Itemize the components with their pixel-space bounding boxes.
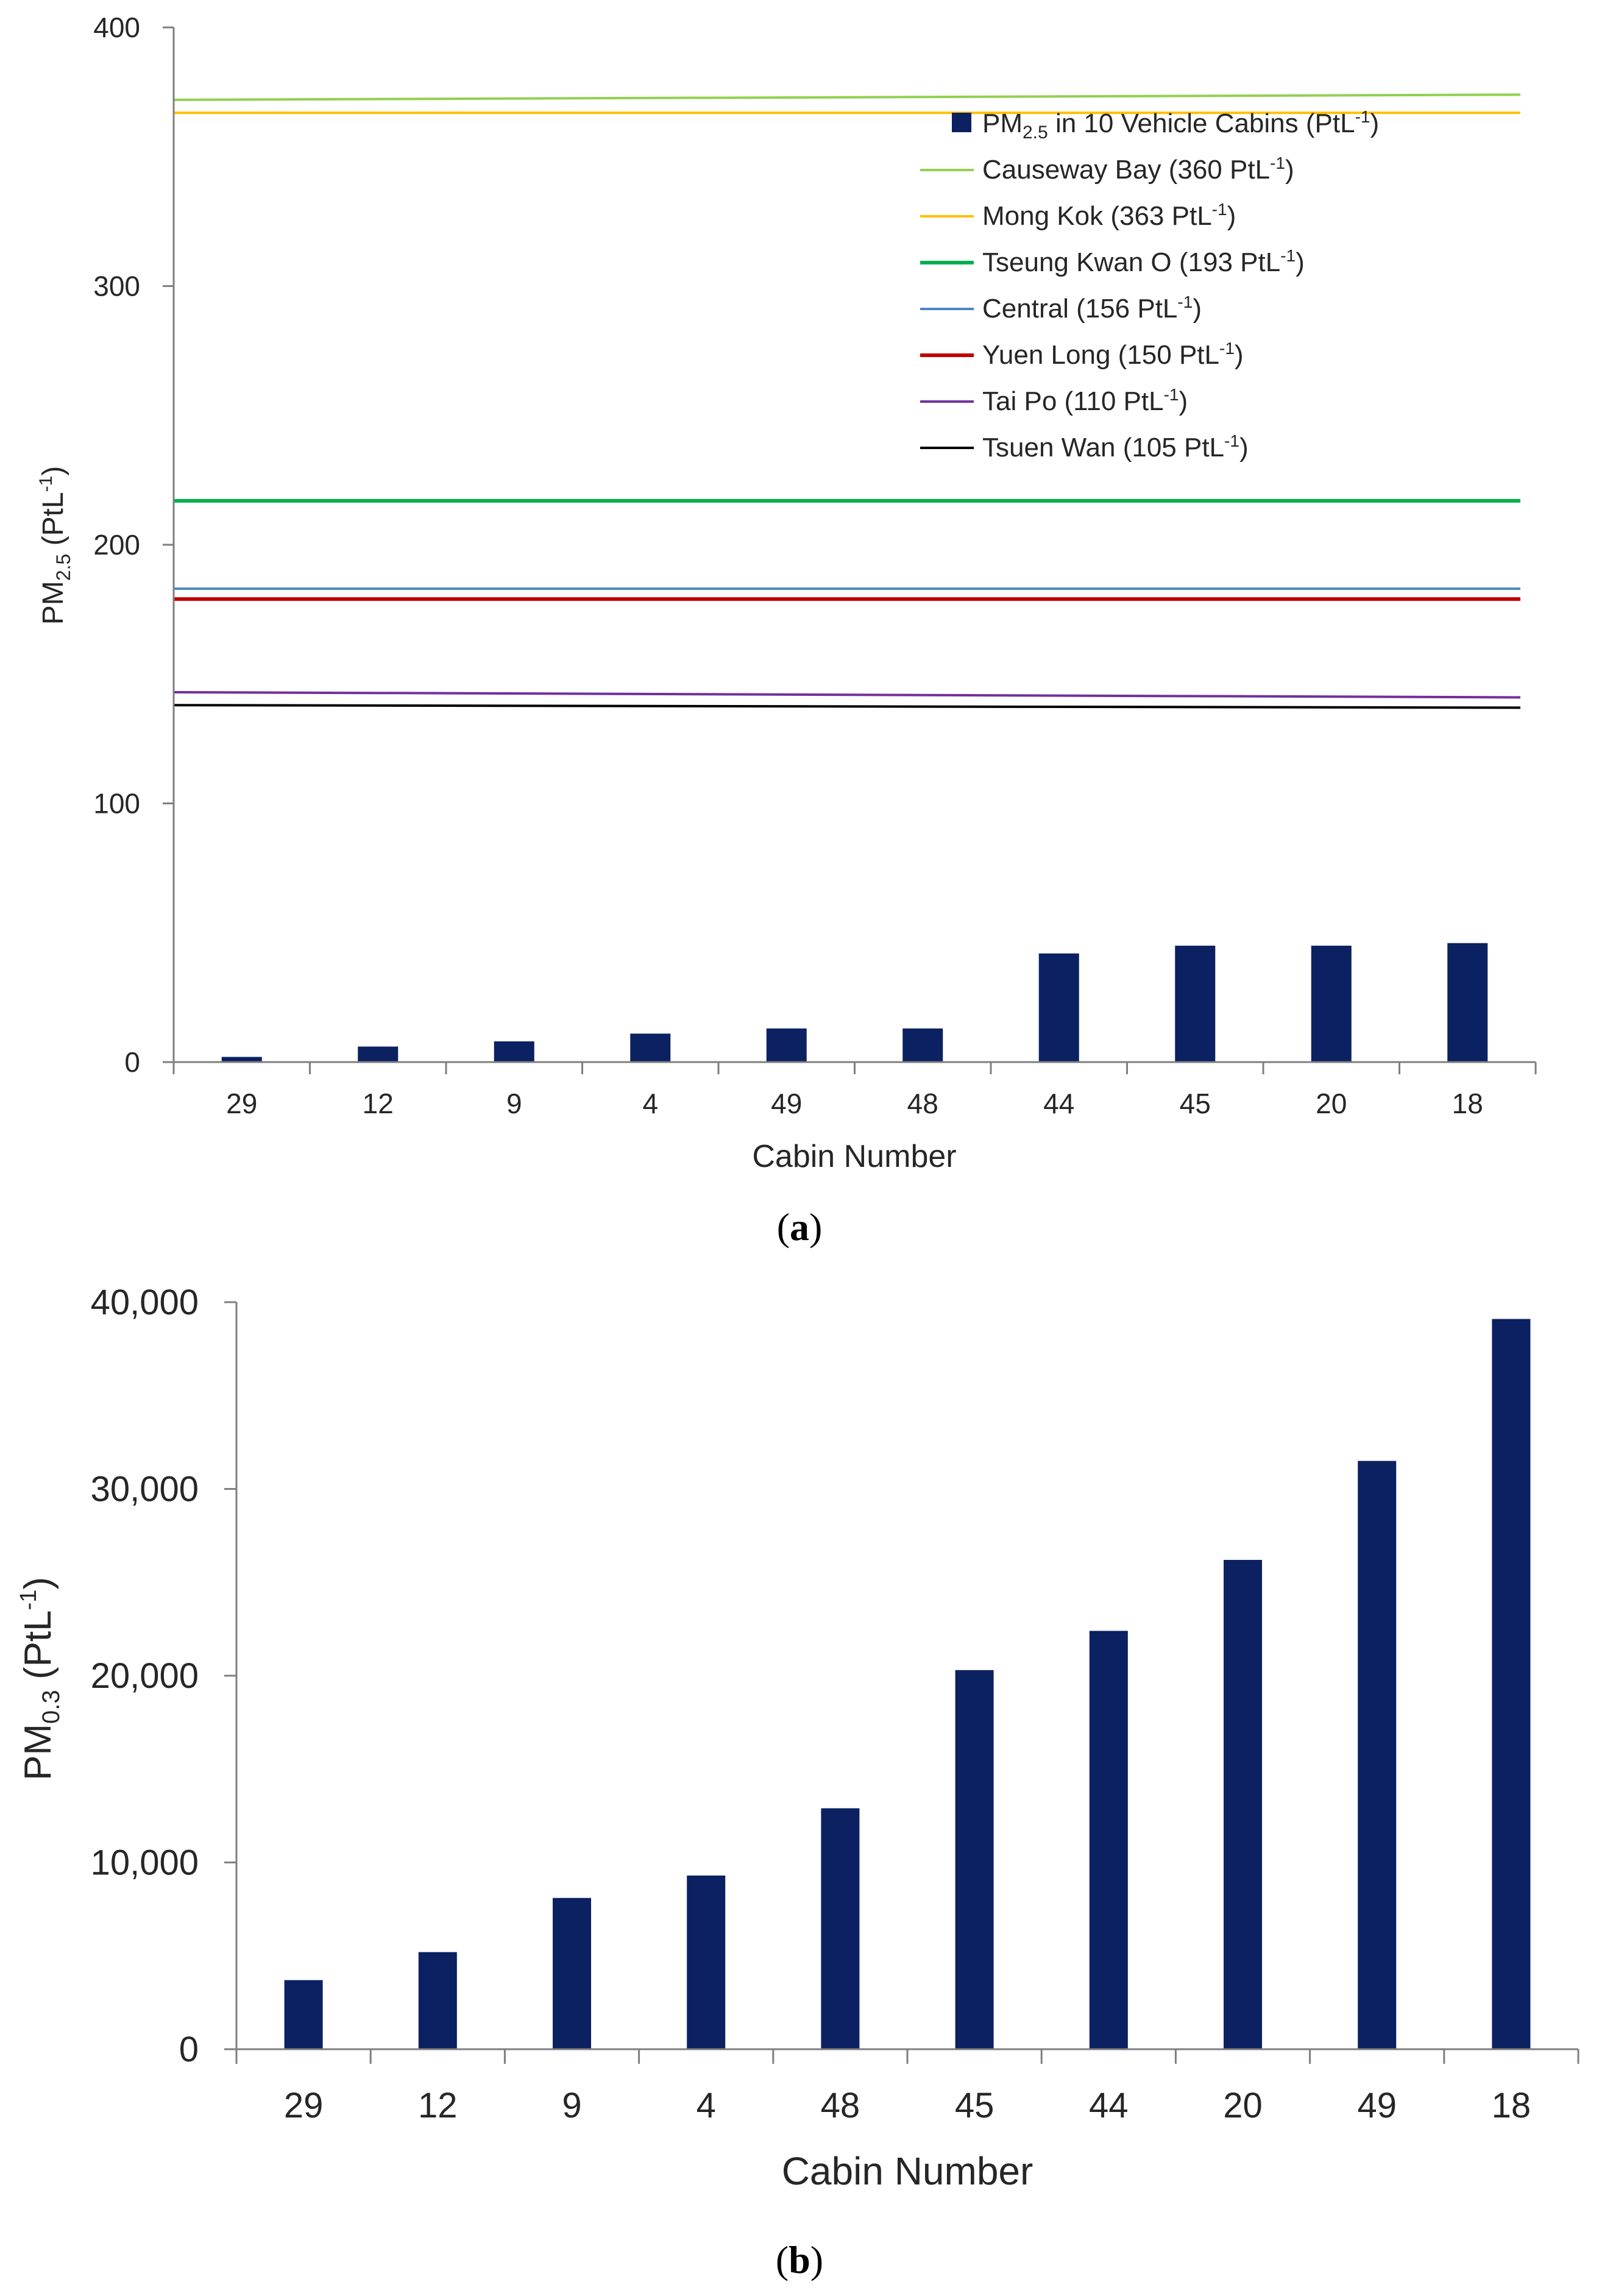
bar-cabin-29 (284, 1980, 323, 2049)
bar-cabin-48 (902, 1028, 943, 1062)
x-tick-label: 9 (506, 1088, 522, 1119)
bar-cabin-44 (1089, 1631, 1128, 2049)
y-tick-label: 400 (93, 12, 140, 43)
x-tick-label: 45 (1180, 1088, 1211, 1119)
legend-label-bar: PM2.5 in 10 Vehicle Cabins (PtL-1) (982, 107, 1379, 143)
bar-cabin-9 (494, 1041, 534, 1062)
y-tick-label: 0 (124, 1046, 140, 1078)
x-tick-label: 20 (1223, 2086, 1263, 2125)
bar-cabin-45 (955, 1670, 994, 2049)
bar-cabin-9 (553, 1897, 591, 2049)
bar-cabin-49 (766, 1028, 807, 1062)
x-axis-title: Cabin Number (782, 2149, 1034, 2193)
x-tick-label: 18 (1492, 2086, 1531, 2125)
panel-label-b: (b) (776, 2238, 823, 2281)
y-tick-label: 200 (93, 529, 140, 561)
x-tick-label: 44 (1043, 1088, 1074, 1119)
x-tick-label: 4 (642, 1088, 658, 1119)
x-tick-label: 9 (562, 2086, 581, 2125)
bar-cabin-12 (418, 1952, 457, 2049)
x-axis-title: Cabin Number (752, 1139, 956, 1174)
bar-cabin-44 (1038, 953, 1079, 1062)
ref-line-causeway-bay (173, 93, 1521, 101)
legend-label-tai-po: Tai Po (110 PtL-1) (982, 385, 1188, 416)
bar-cabin-49 (1358, 1461, 1397, 2049)
y-tick-label: 10,000 (91, 1843, 199, 1883)
legend-label-yuen-long: Yuen Long (150 PtL-1) (982, 339, 1244, 370)
y-axis-title: PM0.3 (PtL-1) (16, 1577, 65, 1780)
bar-cabin-4 (630, 1033, 671, 1062)
bar-cabin-48 (821, 1808, 860, 2049)
bar-cabin-20 (1224, 1559, 1262, 2049)
panel-a-chart: 0 100 200 300 400 29 12 9 4 49 48 44 45 20 18 Cabin Num… (36, 12, 1537, 1249)
bar-cabin-20 (1311, 945, 1352, 1062)
x-tick-label: 29 (284, 2086, 324, 2125)
legend-label-causeway-bay: Causeway Bay (360 PtL-1) (982, 154, 1294, 185)
y-tick-label: 20,000 (91, 1656, 199, 1696)
ref-line-tai-po (173, 690, 1521, 699)
bar-cabin-18 (1492, 1319, 1531, 2049)
legend-label-central: Central (156 PtL-1) (982, 292, 1202, 324)
x-tick-label: 12 (363, 1088, 394, 1119)
bar-cabin-29 (221, 1057, 262, 1062)
x-tick-label: 49 (1357, 2086, 1397, 2125)
bar-cabin-12 (358, 1046, 399, 1062)
x-tick-label: 45 (955, 2086, 994, 2125)
bar-cabin-45 (1175, 945, 1216, 1062)
legend-swatch-bar (952, 113, 971, 132)
bar-cabin-18 (1447, 943, 1488, 1062)
x-tick-label: 29 (226, 1088, 257, 1119)
x-tick-label: 12 (418, 2086, 458, 2125)
x-tick-label: 49 (771, 1088, 802, 1119)
x-tick-label: 48 (907, 1088, 938, 1119)
legend-label-mong-kok: Mong Kok (363 PtL-1) (982, 200, 1236, 231)
y-axis-title: PM2.5 (PtL-1) (36, 466, 74, 625)
x-tick-label: 18 (1452, 1088, 1483, 1119)
x-tick-label: 48 (821, 2086, 860, 2125)
y-tick-label: 0 (179, 2030, 199, 2069)
x-tick-label: 20 (1316, 1088, 1347, 1119)
y-tick-label: 40,000 (91, 1283, 199, 1322)
ref-line-tsuen-wan (173, 704, 1521, 709)
x-tick-label: 44 (1089, 2086, 1129, 2125)
legend-label-tsuen-wan: Tsuen Wan (105 PtL-1) (982, 431, 1249, 462)
x-tick-label: 4 (697, 2086, 716, 2125)
y-tick-label: 100 (93, 788, 140, 820)
panel-a-legend: PM2.5 in 10 Vehicle Cabins (PtL-1) Causew… (920, 107, 1379, 462)
legend-label-tseung-kwan-o: Tseung Kwan O (193 PtL-1) (982, 246, 1305, 277)
bar-cabin-4 (687, 1875, 726, 2049)
panel-label-a: (a) (777, 1205, 823, 1249)
y-tick-label: 300 (93, 271, 140, 302)
panel-b-chart: 0 10,000 20,000 30,000 40,000 29 12 9 4 48 45 44 20 4… (16, 1283, 1580, 2281)
y-tick-label: 30,000 (91, 1470, 199, 1509)
